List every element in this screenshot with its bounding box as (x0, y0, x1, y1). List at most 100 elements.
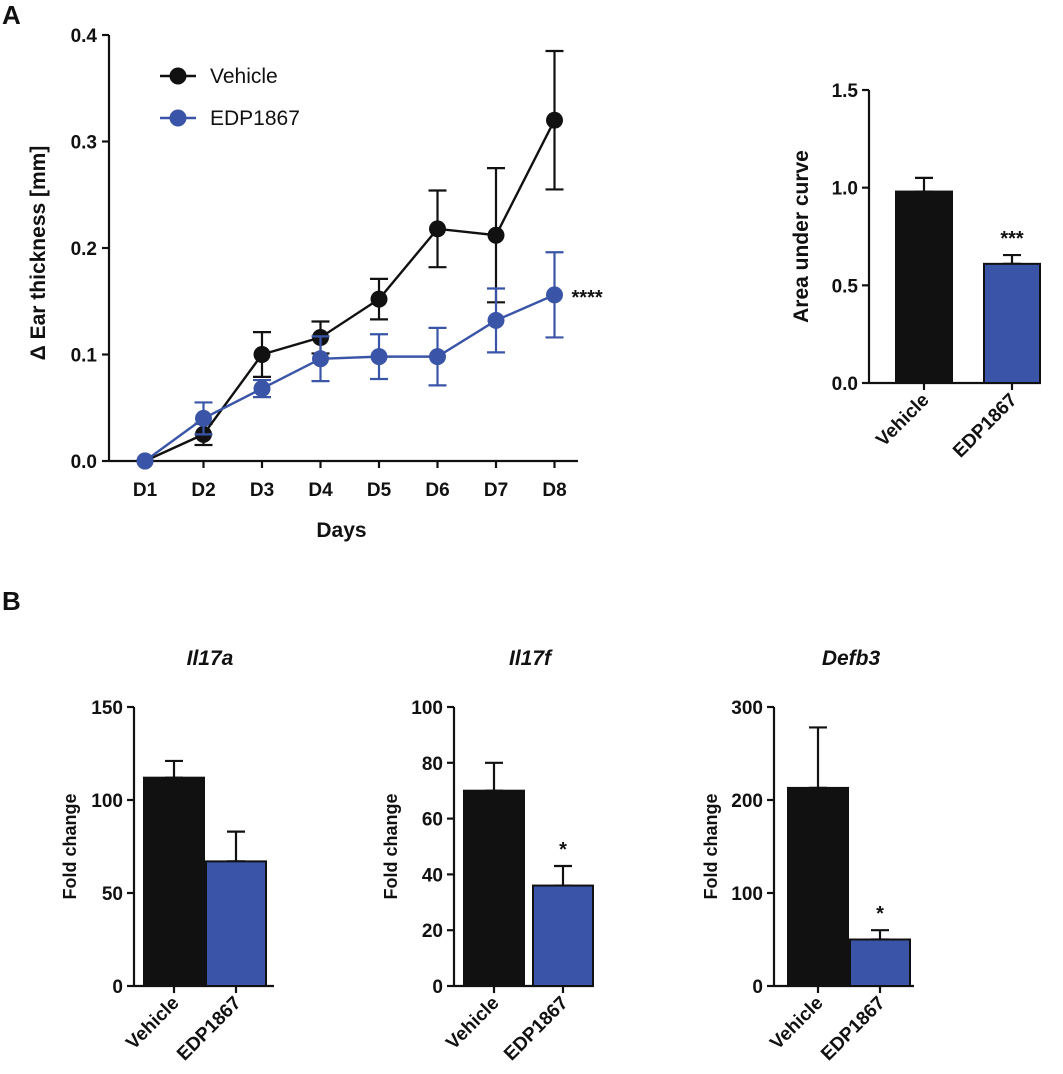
chart-title: Il17f (509, 647, 553, 670)
x-tick-label: D1 (133, 480, 158, 501)
x-tick-label: D4 (308, 480, 333, 501)
y-tick-label: 100 (91, 791, 123, 812)
data-point (487, 226, 505, 244)
x-category-label: EDP1867 (949, 390, 1021, 462)
legend-label: EDP1867 (210, 107, 300, 130)
il17f-bar-chart: Il17f 0 20 40 60 80 100 Fold change Vehicle * EDP1… (381, 647, 594, 1065)
significance-annotation: **** (572, 287, 603, 309)
y-tick-label: 0.5 (832, 276, 859, 297)
bar-group-vehicle (463, 761, 525, 988)
error-bar (485, 761, 503, 792)
bar-group-vehicle (143, 759, 205, 987)
bar-group-vehicle (895, 176, 953, 384)
bar (787, 786, 849, 987)
x-category-label: Vehicle (766, 993, 827, 1054)
data-point (429, 348, 446, 366)
y-tick-label: 100 (411, 698, 443, 719)
bar-group-edp1867: * (849, 903, 911, 987)
data-point (546, 286, 563, 304)
legend-marker (169, 67, 187, 85)
y-axis-title: Area under curve (790, 150, 813, 323)
y-tick-label: 1.5 (832, 81, 859, 102)
bar-group-edp1867: * (532, 839, 594, 987)
error-bar (165, 759, 183, 779)
chart-title: Defb3 (822, 647, 881, 670)
y-tick-label: 60 (422, 810, 443, 831)
x-axis-title: Days (316, 519, 366, 542)
y-axis-title: Fold change (60, 793, 80, 899)
y-tick-label: 0 (752, 977, 763, 998)
bar-group-vehicle (787, 726, 849, 987)
bar-group-edp1867: *** (983, 228, 1041, 385)
x-tick-label: D5 (367, 480, 392, 501)
y-tick-label: 80 (422, 754, 443, 775)
panel-a-label: A (2, 0, 21, 30)
bar (849, 938, 911, 987)
bar (463, 789, 525, 988)
y-tick-label: 100 (731, 884, 763, 905)
x-category-label: Vehicle (122, 993, 183, 1054)
x-tick-label: D2 (191, 480, 215, 501)
defb3-bar-chart: Defb3 0 100 200 300 Fold change Vehicle * EDP186… (701, 647, 914, 1065)
x-category-label: EDP1867 (500, 993, 572, 1065)
chart-title: Il17a (187, 647, 234, 670)
y-tick-label: 0.0 (71, 452, 97, 473)
error-bar (227, 830, 245, 863)
y-tick-label: 300 (731, 698, 763, 719)
series-edp1867 (136, 251, 564, 470)
data-point (546, 111, 563, 129)
y-tick-label: 0.0 (832, 374, 858, 395)
bar (143, 776, 205, 987)
x-category-label: Vehicle (442, 993, 503, 1054)
data-point (253, 380, 271, 398)
auc-bar-chart: 0.0 0.5 1.0 1.5 Area under curve Vehicle *** ED… (790, 81, 1041, 462)
series-vehicle (136, 49, 564, 470)
data-point (487, 311, 505, 329)
data-point (370, 348, 388, 366)
bar (205, 860, 267, 988)
y-tick-label: 50 (102, 884, 123, 905)
data-point (253, 346, 271, 363)
data-point (370, 290, 388, 308)
y-tick-label: 0 (112, 977, 123, 998)
error-bar (1003, 253, 1021, 265)
panel-b-label: B (2, 586, 21, 616)
y-tick-label: 40 (422, 865, 443, 886)
bar-group-edp1867 (205, 830, 267, 988)
y-tick-label: 20 (422, 921, 443, 942)
series-line (144, 293, 555, 462)
x-category-label: EDP1867 (173, 993, 245, 1065)
x-category-label: Vehicle (872, 390, 933, 451)
data-point (195, 409, 212, 427)
x-tick-label: D7 (484, 480, 508, 501)
data-point (136, 452, 154, 470)
significance-marker: * (876, 903, 884, 925)
y-tick-label: 0.1 (71, 346, 98, 367)
y-tick-label: 0.4 (71, 26, 98, 47)
ear-thickness-line-chart: 0.0 0.1 0.2 0.3 0.4 D1 D2 D3 D4 D5 D6 D7 D8 Days Δ Ear… (27, 26, 603, 542)
y-tick-label: 0.3 (71, 133, 97, 154)
data-point (429, 220, 446, 238)
y-axis-title: Fold change (381, 793, 401, 899)
x-category-label: EDP1867 (817, 993, 889, 1065)
error-bar (554, 864, 572, 887)
y-tick-label: 1.0 (832, 179, 858, 200)
legend-marker (169, 109, 187, 127)
x-tick-label: D3 (250, 480, 274, 501)
data-point (312, 350, 329, 368)
series-line (144, 119, 556, 463)
y-tick-label: 200 (731, 791, 763, 812)
significance-marker: *** (1000, 228, 1024, 250)
error-bar (809, 726, 827, 790)
legend-label: Vehicle (210, 65, 278, 88)
bar (983, 262, 1041, 385)
y-tick-label: 0.2 (71, 239, 97, 260)
significance-marker: * (559, 839, 567, 861)
error-bar (915, 176, 933, 193)
y-axis-title: Fold change (701, 793, 721, 899)
x-tick-label: D6 (425, 480, 449, 501)
bar (532, 884, 594, 987)
error-bar (871, 929, 889, 941)
y-tick-label: 150 (91, 698, 123, 719)
